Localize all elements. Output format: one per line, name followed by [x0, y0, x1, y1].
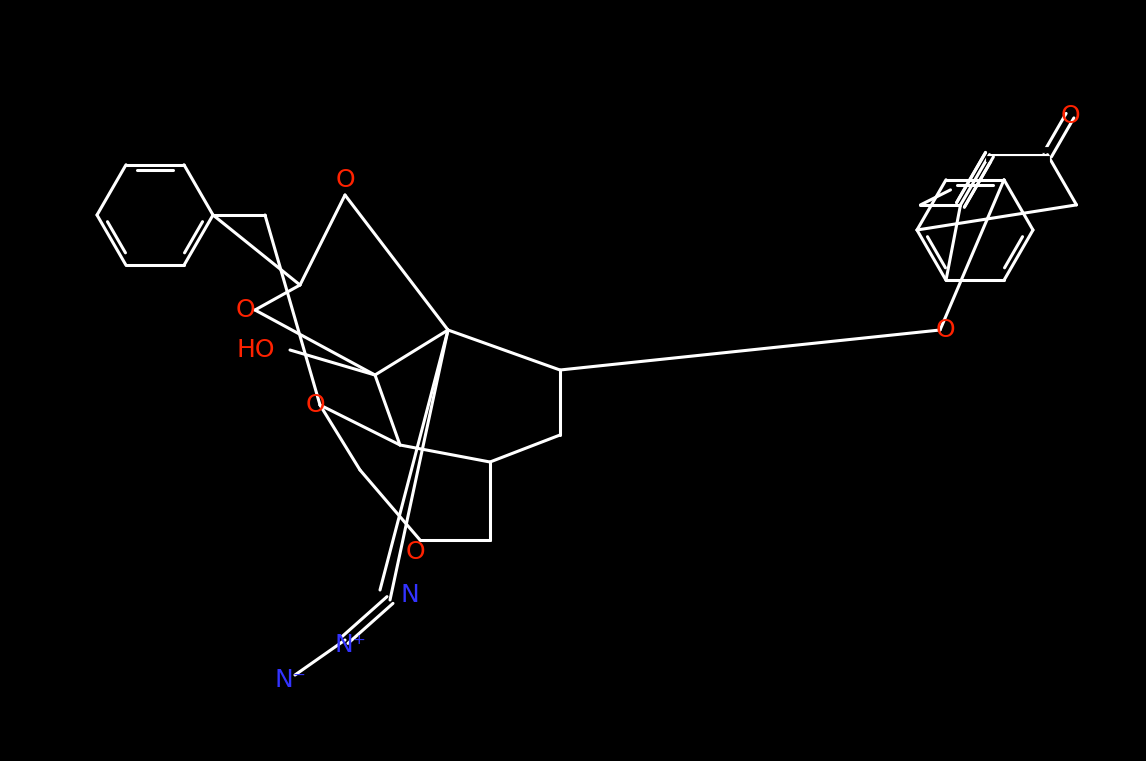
Text: N⁻: N⁻ — [274, 668, 306, 692]
Text: O: O — [305, 393, 324, 417]
Text: HO: HO — [236, 338, 275, 362]
Text: O: O — [406, 540, 425, 564]
Text: O: O — [235, 298, 254, 322]
Text: O: O — [1060, 103, 1080, 128]
Text: O: O — [935, 318, 955, 342]
Text: O: O — [335, 168, 355, 192]
Text: N⁺: N⁺ — [335, 633, 366, 657]
Text: N: N — [401, 583, 419, 607]
